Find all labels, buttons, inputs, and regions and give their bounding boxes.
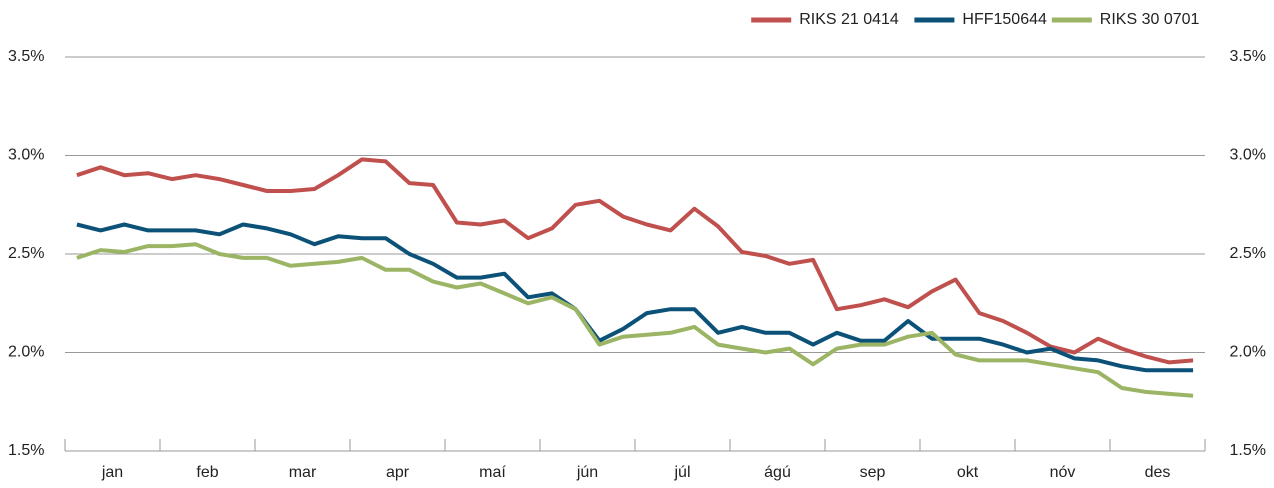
y-tick-label: 1.5% [8, 442, 44, 459]
y-tick-label: 2.5% [8, 245, 44, 262]
x-tick-label: nóv [1050, 464, 1076, 481]
y2-tick-label: 1.5% [1230, 442, 1266, 459]
x-tick-label: feb [196, 464, 218, 481]
x-tick-label: jan [101, 464, 123, 481]
y2-tick-label: 2.0% [1230, 344, 1266, 361]
legend-label: HFF150644 [962, 11, 1047, 28]
series-line [76, 242, 1194, 398]
x-tick-label: apr [386, 464, 410, 481]
legend-label: RIKS 30 0701 [1100, 11, 1200, 28]
y-tick-label: 2.0% [8, 344, 44, 361]
x-tick-label: jún [576, 464, 598, 481]
x-tick-label: mar [289, 464, 317, 481]
x-tick-label: okt [957, 464, 979, 481]
y2-tick-label: 3.0% [1230, 147, 1266, 164]
x-tick-label: júl [673, 464, 690, 481]
series-line [76, 157, 1194, 365]
x-tick-label: des [1145, 464, 1171, 481]
legend-label: RIKS 21 0414 [799, 11, 899, 28]
y2-tick-label: 2.5% [1230, 245, 1266, 262]
x-tick-label: maí [479, 464, 506, 481]
y-tick-label: 3.5% [8, 48, 44, 65]
y-tick-label: 3.0% [8, 147, 44, 164]
series-line [76, 222, 1194, 373]
x-tick-label: sep [860, 464, 886, 481]
y2-tick-label: 3.5% [1230, 48, 1266, 65]
x-tick-label: ágú [764, 464, 791, 481]
